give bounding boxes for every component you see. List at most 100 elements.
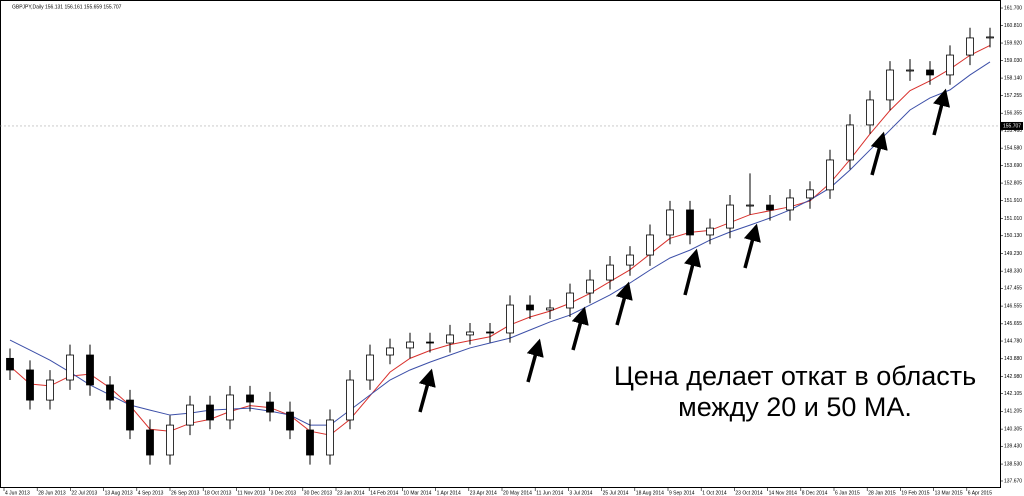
candle-body xyxy=(86,354,94,386)
candle-body xyxy=(426,341,434,344)
candle-body xyxy=(726,204,734,229)
x-tick-label: 6 Apr 2015 xyxy=(968,490,992,496)
candle-body xyxy=(66,354,74,381)
candle-body xyxy=(766,204,774,211)
candle-body xyxy=(646,234,654,256)
candle-body xyxy=(486,331,494,334)
candle-body xyxy=(826,159,834,191)
candle-body xyxy=(306,429,314,456)
candle-body xyxy=(326,419,334,456)
y-tick-label: 138.530 xyxy=(1004,461,1022,467)
candle-body xyxy=(586,279,594,294)
x-tick-label: 4 Sep 2013 xyxy=(138,490,164,496)
candle-body xyxy=(626,254,634,266)
candle-body xyxy=(126,399,134,431)
arrow xyxy=(615,281,633,326)
candle-body xyxy=(886,69,894,101)
y-tick-label: 155.460 xyxy=(1004,128,1022,134)
y-tick-label: 152.805 xyxy=(1004,180,1022,186)
y-tick-label: 161.700 xyxy=(1004,5,1022,11)
last-price-box xyxy=(1001,121,1023,130)
x-tick-label: 28 Jan 2015 xyxy=(868,490,896,496)
y-tick-label: 148.330 xyxy=(1004,269,1022,275)
x-tick-label: 30 Dec 2013 xyxy=(304,490,333,496)
candle-body xyxy=(466,331,474,336)
y-tick-label: 143.880 xyxy=(1004,356,1022,362)
y-tick-label: 159.030 xyxy=(1004,58,1022,64)
y-tick-label: 141.205 xyxy=(1004,409,1022,415)
x-tick-label: 1 Oct 2014 xyxy=(702,490,727,496)
x-tick-label: 22 Jul 2013 xyxy=(71,490,97,496)
x-tick-label: 28 Jun 2013 xyxy=(38,490,66,496)
x-tick-label: 8 Dec 2014 xyxy=(802,490,828,496)
x-tick-label: 1 Apr 2014 xyxy=(437,490,461,496)
candle-body xyxy=(46,379,54,401)
candle-body xyxy=(946,54,954,76)
y-tick-label: 140.305 xyxy=(1004,426,1022,432)
x-tick-label: 23 Jan 2014 xyxy=(337,490,365,496)
y-tick-label: 137.670 xyxy=(1004,478,1022,484)
last-price-label: 155.707 xyxy=(1003,123,1021,129)
candle-body xyxy=(666,209,674,236)
y-tick-label: 147.455 xyxy=(1004,286,1022,292)
candle-body xyxy=(26,369,34,401)
y-tick-label: 139.430 xyxy=(1004,444,1022,450)
y-tick-label: 142.980 xyxy=(1004,374,1022,380)
candle-body xyxy=(146,429,154,456)
annotation: Цена делает откат в область xyxy=(614,361,976,391)
y-tick-label: 157.255 xyxy=(1004,93,1022,99)
chart-title: GBPJPY,Daily 156.131 156.161 155.659 155… xyxy=(12,4,122,10)
candle-body xyxy=(366,354,374,381)
candle-body xyxy=(266,401,274,413)
candle-body xyxy=(706,227,714,236)
arrow xyxy=(526,338,544,383)
candle-body xyxy=(806,189,814,199)
arrows xyxy=(418,88,951,413)
arrow xyxy=(683,248,702,296)
candle-body xyxy=(566,292,574,309)
y-tick-label: 150.130 xyxy=(1004,233,1022,239)
arrow xyxy=(743,223,761,269)
candle-body xyxy=(686,209,694,236)
x-tick-label: 20 May 2014 xyxy=(503,490,532,496)
candle-body xyxy=(106,384,114,401)
y-tick-label: 144.780 xyxy=(1004,338,1022,344)
x-tick-label: 6 Jan 2015 xyxy=(835,490,860,496)
y-tick-label: 153.690 xyxy=(1004,163,1022,169)
plot-frame xyxy=(0,0,1001,488)
candle-body xyxy=(446,334,454,344)
candle-body xyxy=(226,394,234,421)
x-tick-label: 9 Sep 2014 xyxy=(669,490,695,496)
x-tick-label: 19 Feb 2015 xyxy=(901,490,929,496)
y-tick-label: 146.555 xyxy=(1004,303,1022,309)
x-tick-label: 3 Dec 2013 xyxy=(271,490,297,496)
x-tick-label: 18 Aug 2014 xyxy=(636,490,664,496)
annotation: между 20 и 50 МА. xyxy=(678,392,912,422)
candle-body xyxy=(846,124,854,161)
candle-body xyxy=(406,341,414,349)
x-tick-label: 13 Aug 2013 xyxy=(105,490,133,496)
candle-body xyxy=(986,36,994,39)
candle-body xyxy=(346,379,354,421)
candle-body xyxy=(746,204,754,207)
y-tick-label: 145.655 xyxy=(1004,321,1022,327)
candle-body xyxy=(786,197,794,211)
candle-body xyxy=(926,69,934,76)
arrow xyxy=(418,368,436,413)
y-tick-label: 151.010 xyxy=(1004,216,1022,222)
x-tick-label: 14 Nov 2014 xyxy=(769,490,798,496)
y-tick-label: 156.355 xyxy=(1004,111,1022,117)
candle-body xyxy=(966,37,974,56)
candle-body xyxy=(546,307,554,311)
x-tick-label: 3 Jul 2014 xyxy=(569,490,592,496)
y-tick-label: 159.920 xyxy=(1004,40,1022,46)
y-tick-label: 160.810 xyxy=(1004,23,1022,29)
candle-body xyxy=(526,304,534,311)
candle-body xyxy=(606,264,614,281)
candle-body xyxy=(206,404,214,421)
x-tick-label: 25 Jul 2014 xyxy=(603,490,629,496)
x-tick-label: 13 Mar 2015 xyxy=(935,490,963,496)
x-tick-label: 23 Oct 2014 xyxy=(735,490,762,496)
x-tick-label: 4 Jun 2013 xyxy=(5,490,30,496)
x-tick-label: 26 Sep 2013 xyxy=(171,490,200,496)
